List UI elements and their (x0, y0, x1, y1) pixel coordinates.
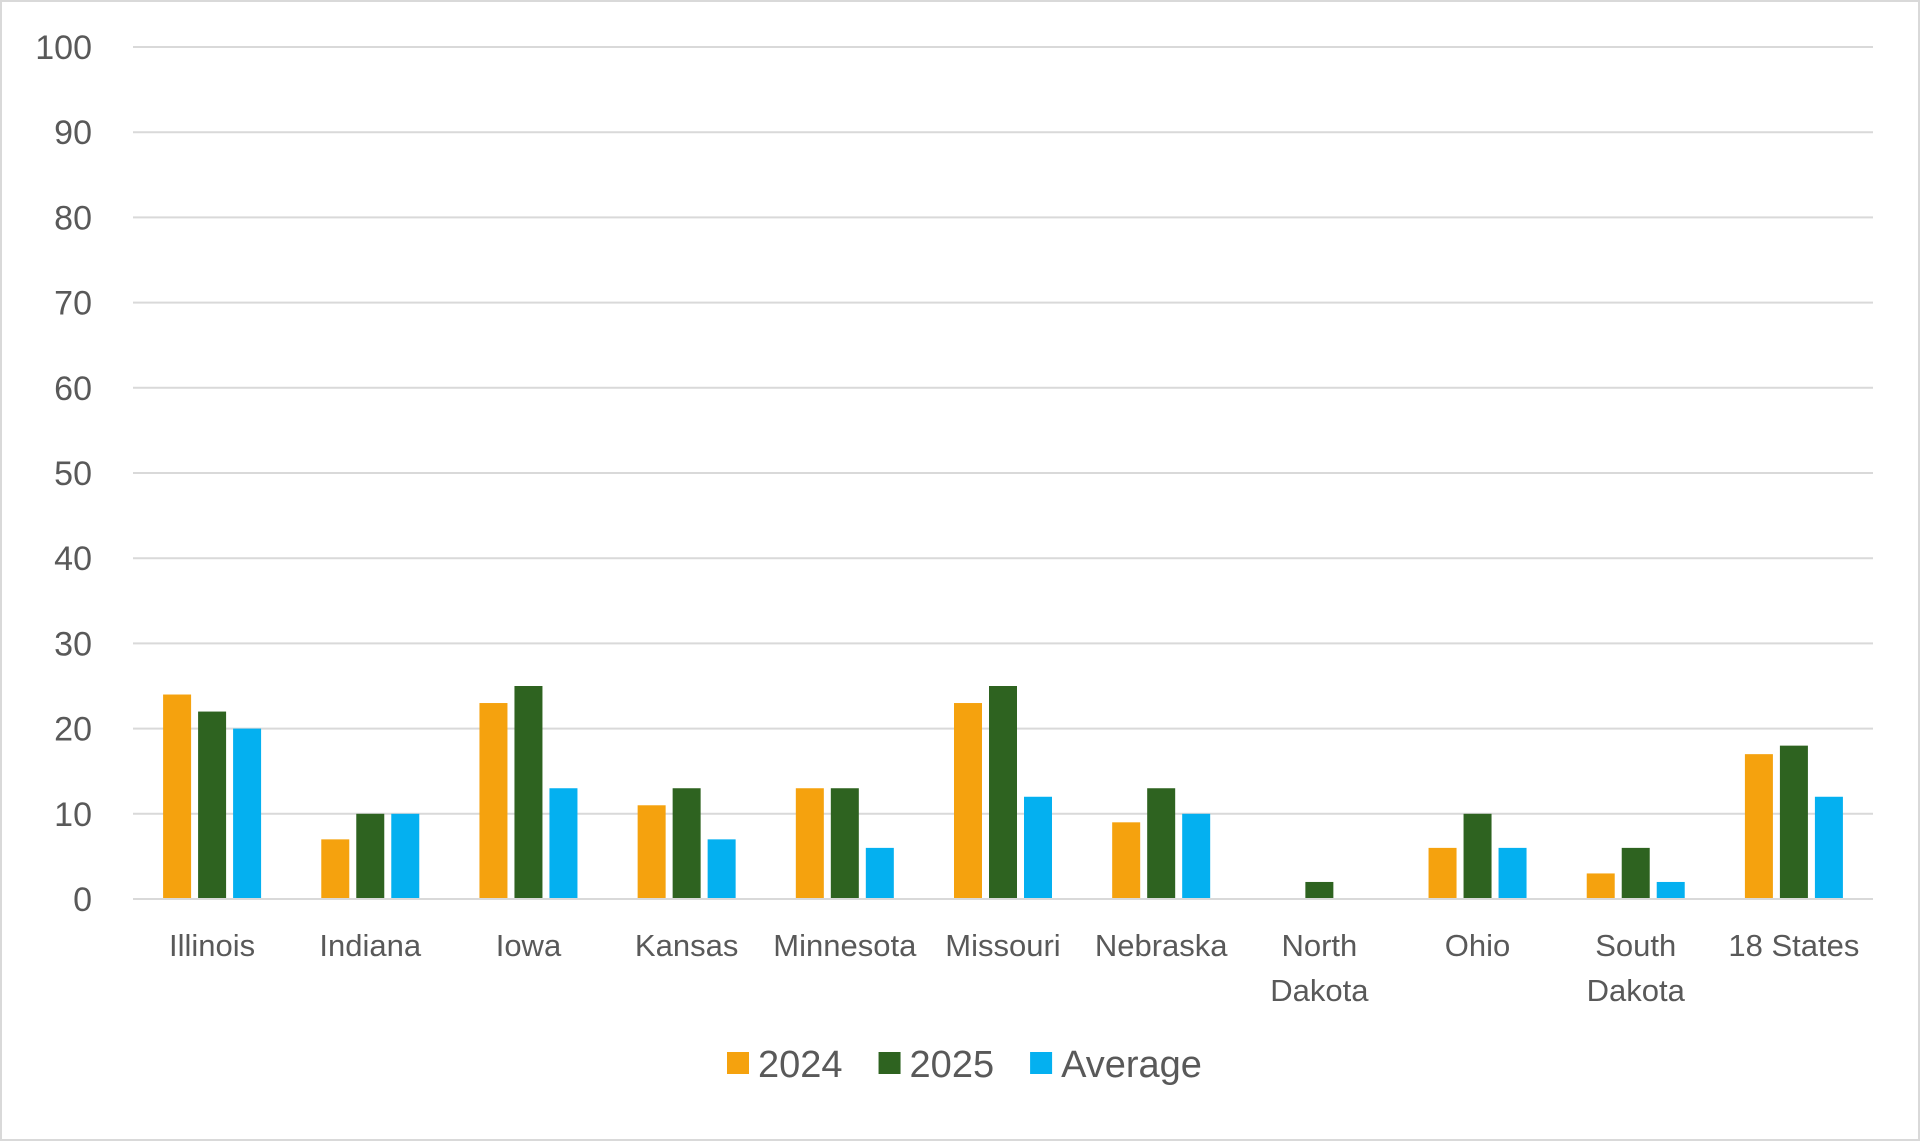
bar-2024-iowa (479, 703, 508, 899)
bar-2025-minnesota (830, 788, 859, 899)
legend-swatch-2025 (878, 1052, 901, 1074)
bar-2024-indiana (321, 839, 350, 899)
y-axis-tick-labels: 0 10 20 30 40 50 60 70 80 90 100 (35, 29, 92, 919)
y-tick-label: 90 (54, 114, 92, 152)
bars (163, 686, 1843, 899)
y-tick-label: 0 (73, 881, 92, 919)
legend: 2024 2025 Average (727, 1044, 1202, 1086)
category-label: Nebraska (1095, 928, 1228, 963)
y-tick-label: 20 (54, 711, 92, 749)
bar-average-minnesota (865, 847, 894, 899)
category-label: Missouri (945, 928, 1060, 963)
bar-2025-nebraska (1147, 788, 1176, 899)
y-tick-label: 30 (54, 625, 92, 663)
category-labels: Illinois Indiana Iowa Kansas Minnesota Missou… (169, 928, 1859, 1008)
category-label: 18 States (1728, 928, 1859, 963)
bar-2024-18-states (1744, 754, 1773, 899)
bar-2025-indiana (356, 813, 385, 899)
legend-swatch-2024 (727, 1052, 749, 1074)
bar-2024-ohio (1428, 847, 1457, 899)
category-label: Kansas (635, 928, 738, 963)
category-label: Minnesota (773, 928, 917, 963)
bar-average-illinois (233, 728, 262, 899)
bar-2024-nebraska (1112, 822, 1141, 899)
bar-2024-illinois (163, 694, 192, 899)
bar-average-nebraska (1182, 813, 1211, 899)
category-label: Iowa (496, 928, 562, 963)
y-tick-label: 80 (54, 199, 92, 237)
bar-2025-iowa (514, 686, 543, 899)
category-label: Dakota (1270, 973, 1369, 1008)
bar-2025-missouri (989, 686, 1017, 899)
bar-2025-kansas (672, 788, 701, 899)
y-tick-label: 100 (35, 29, 92, 67)
bar-2024-south-dakota (1586, 873, 1615, 899)
bar-average-18-states (1814, 796, 1843, 899)
bar-average-indiana (391, 813, 420, 899)
bar-average-south-dakota (1656, 881, 1685, 899)
category-label: Dakota (1587, 973, 1686, 1008)
bar-2025-north-dakota (1305, 881, 1334, 899)
legend-swatch-average (1030, 1052, 1053, 1074)
y-tick-label: 60 (54, 370, 92, 408)
bar-2024-minnesota (795, 788, 824, 899)
bar-average-kansas (707, 839, 736, 899)
y-tick-label: 40 (54, 540, 92, 578)
bar-2025-illinois (198, 711, 227, 899)
bar-average-missouri (1024, 796, 1052, 899)
bar-average-iowa (549, 788, 578, 899)
category-label: North (1281, 928, 1357, 963)
y-tick-label: 70 (54, 285, 92, 323)
legend-label-2025: 2025 (910, 1044, 995, 1086)
gridlines (133, 46, 1873, 815)
y-tick-label: 10 (54, 796, 92, 834)
category-label: South (1595, 928, 1676, 963)
legend-label-2024: 2024 (758, 1044, 843, 1086)
category-label: Illinois (169, 928, 255, 963)
bar-2024-kansas (637, 805, 666, 899)
category-label: Ohio (1445, 928, 1510, 963)
bar-2024-missouri (954, 703, 982, 899)
bar-2025-south-dakota (1621, 847, 1650, 899)
y-tick-label: 50 (54, 455, 92, 493)
legend-label-average: Average (1061, 1044, 1202, 1086)
bar-2025-18-states (1779, 745, 1808, 899)
bar-2025-ohio (1463, 813, 1492, 899)
category-label: Indiana (319, 928, 421, 963)
bar-average-ohio (1498, 847, 1527, 899)
